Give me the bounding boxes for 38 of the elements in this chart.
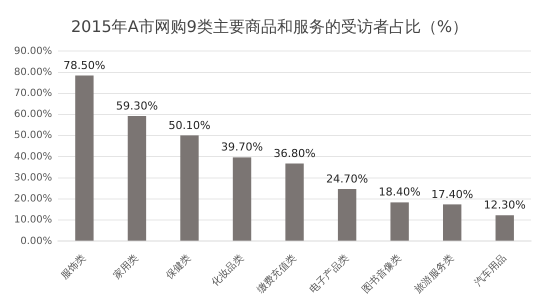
bar <box>390 202 409 241</box>
data-label: 18.40% <box>378 186 421 199</box>
data-label: 17.40% <box>431 188 474 201</box>
y-tick-label: 90.00% <box>14 46 52 57</box>
y-tick-label: 60.00% <box>14 109 52 120</box>
y-tick-label: 70.00% <box>14 88 52 100</box>
data-label: 78.50% <box>63 58 106 72</box>
data-label: 39.70% <box>221 140 263 154</box>
x-tick-label: 缴费充值类 <box>254 252 299 296</box>
x-tick-label: 保健类 <box>164 252 194 282</box>
bar <box>285 163 304 241</box>
bar <box>232 157 252 241</box>
bar <box>180 135 199 241</box>
data-label: 50.10% <box>168 118 210 132</box>
x-tick-label: 汽车用品 <box>472 252 509 289</box>
bar <box>75 75 94 241</box>
data-label: 59.30% <box>116 99 158 112</box>
y-tick-label: 50.00% <box>14 130 52 142</box>
y-tick-label: 10.00% <box>14 214 52 226</box>
data-label: 12.30% <box>484 198 526 212</box>
x-tick-label: 服饰类 <box>58 252 88 282</box>
chart-title: 2015年A市网购9类主要商品和服务的受访者占比（%） <box>70 16 468 36</box>
bar <box>496 215 514 241</box>
x-tick-label: 化妆品类 <box>209 252 246 289</box>
bar <box>442 204 462 241</box>
data-label: 24.70% <box>326 172 368 186</box>
y-tick-label: 80.00% <box>14 66 52 78</box>
bar <box>128 116 146 241</box>
bar <box>338 189 356 241</box>
data-label: 36.80% <box>274 146 316 160</box>
y-tick-label: 30.00% <box>14 172 52 184</box>
x-tick-label: 图书音像类 <box>360 252 404 296</box>
y-tick-label: 20.00% <box>14 194 52 205</box>
y-tick-label: 40.00% <box>14 151 52 162</box>
y-tick-label: 0.00% <box>20 236 52 247</box>
x-tick-label: 电子产品类 <box>307 252 352 296</box>
x-tick-label: 家用类 <box>111 252 141 282</box>
x-tick-label: 旅游服务类 <box>412 252 456 296</box>
